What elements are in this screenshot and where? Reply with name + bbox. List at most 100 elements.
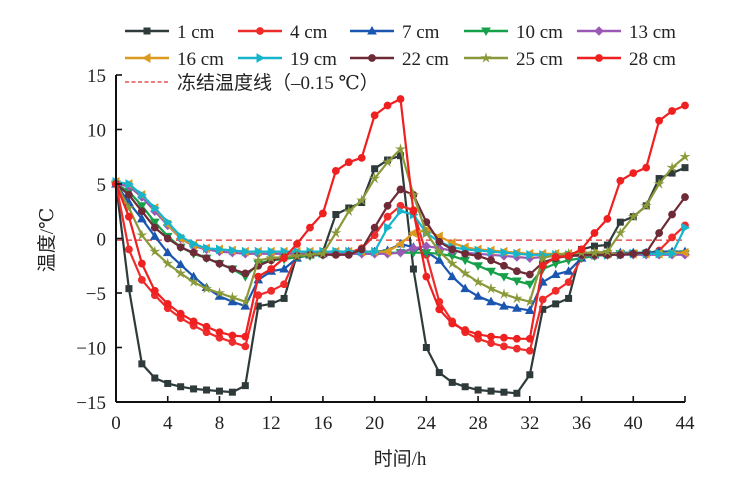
data-point bbox=[239, 295, 251, 307]
data-point bbox=[499, 301, 509, 310]
data-point bbox=[330, 227, 342, 238]
data-point bbox=[150, 286, 159, 295]
data-point bbox=[319, 209, 327, 218]
data-point bbox=[421, 241, 432, 251]
data-point bbox=[474, 252, 482, 260]
data-point bbox=[422, 344, 430, 351]
data-point bbox=[460, 283, 471, 293]
data-point bbox=[526, 249, 535, 260]
data-point bbox=[383, 101, 392, 110]
data-point bbox=[538, 295, 547, 304]
y-tick-label: 10 bbox=[87, 121, 106, 142]
data-point bbox=[500, 388, 508, 396]
data-point bbox=[485, 282, 497, 294]
data-point bbox=[291, 249, 303, 261]
legend-item: 13 cm bbox=[577, 22, 676, 43]
x-tick-label: 28 bbox=[469, 413, 488, 434]
data-point bbox=[616, 250, 625, 259]
y-tick-label: −15 bbox=[76, 393, 106, 414]
legend-item: 16 cm bbox=[125, 49, 224, 70]
data-point bbox=[655, 229, 664, 237]
data-point bbox=[487, 256, 495, 265]
data-point bbox=[125, 285, 133, 293]
data-point bbox=[190, 239, 199, 249]
data-point bbox=[512, 277, 522, 287]
data-point bbox=[409, 207, 418, 216]
data-point bbox=[487, 246, 497, 257]
data-point bbox=[164, 217, 173, 228]
data-point bbox=[642, 248, 651, 257]
data-point bbox=[668, 107, 676, 115]
data-point bbox=[267, 265, 276, 273]
data-point bbox=[512, 334, 521, 343]
data-point bbox=[125, 191, 133, 199]
data-point bbox=[331, 167, 340, 175]
data-point bbox=[640, 199, 652, 211]
legend-label: 25 cm bbox=[516, 49, 563, 70]
data-point bbox=[435, 237, 444, 246]
data-point bbox=[500, 342, 508, 351]
data-point bbox=[487, 339, 495, 348]
data-point bbox=[512, 267, 521, 276]
data-point bbox=[304, 248, 316, 260]
data-point bbox=[267, 300, 275, 308]
data-point bbox=[397, 206, 406, 217]
data-point bbox=[267, 286, 276, 295]
data-point bbox=[189, 317, 198, 326]
data-point bbox=[293, 240, 301, 248]
legend-marker bbox=[594, 26, 604, 36]
data-point bbox=[512, 303, 522, 312]
data-point bbox=[332, 211, 340, 219]
data-point bbox=[241, 269, 250, 278]
data-point bbox=[150, 223, 159, 232]
legend-item: 22 cm bbox=[350, 49, 449, 70]
data-point bbox=[215, 387, 223, 395]
data-point bbox=[241, 332, 250, 341]
legend-label: 19 cm bbox=[290, 49, 337, 70]
data-point bbox=[394, 143, 407, 154]
data-point bbox=[164, 379, 172, 387]
data-point bbox=[279, 264, 289, 273]
legend-item-reference: 冻结温度线（–0.15 ℃） bbox=[125, 72, 379, 94]
data-point bbox=[215, 259, 224, 268]
x-tick-label: 40 bbox=[624, 413, 643, 434]
data-point bbox=[240, 301, 251, 310]
series-28cm bbox=[112, 95, 689, 343]
data-point bbox=[679, 150, 691, 162]
data-point bbox=[563, 266, 574, 275]
legend: 1 cm 4 cm 7 cm 10 cm 13 cm 16 cm 19 cm 22 cm 25 … bbox=[125, 22, 676, 94]
data-point bbox=[344, 250, 353, 259]
axes: −15 −10 −5 0 5 10 15 0 4 8 12 16 20 24 28 32 36 40 44 bbox=[76, 66, 695, 434]
data-point bbox=[136, 229, 148, 241]
data-point bbox=[538, 261, 547, 270]
data-point bbox=[357, 153, 366, 162]
data-point bbox=[461, 249, 470, 258]
data-point bbox=[474, 386, 482, 394]
data-point bbox=[241, 342, 250, 351]
data-point bbox=[655, 116, 664, 125]
data-point bbox=[137, 213, 147, 223]
data-point bbox=[125, 212, 133, 221]
data-point bbox=[474, 330, 482, 339]
data-point bbox=[228, 245, 238, 256]
data-point bbox=[552, 300, 560, 308]
data-point bbox=[500, 247, 509, 258]
data-point bbox=[472, 276, 484, 287]
x-tick-label: 36 bbox=[572, 413, 591, 434]
data-point bbox=[177, 383, 185, 391]
data-point bbox=[524, 305, 535, 314]
data-point bbox=[228, 331, 237, 340]
data-point bbox=[125, 179, 134, 189]
data-point bbox=[473, 262, 483, 271]
data-point bbox=[254, 272, 263, 281]
x-tick-label: 20 bbox=[365, 413, 384, 434]
legend-item: 1 cm bbox=[125, 22, 215, 43]
data-point bbox=[448, 319, 457, 328]
data-point bbox=[370, 223, 379, 232]
data-point bbox=[486, 296, 496, 306]
legend-item: 10 cm bbox=[464, 22, 563, 43]
legend-label: 22 cm bbox=[402, 49, 449, 70]
data-point bbox=[616, 176, 625, 185]
data-point bbox=[265, 252, 277, 263]
data-point bbox=[627, 210, 639, 222]
